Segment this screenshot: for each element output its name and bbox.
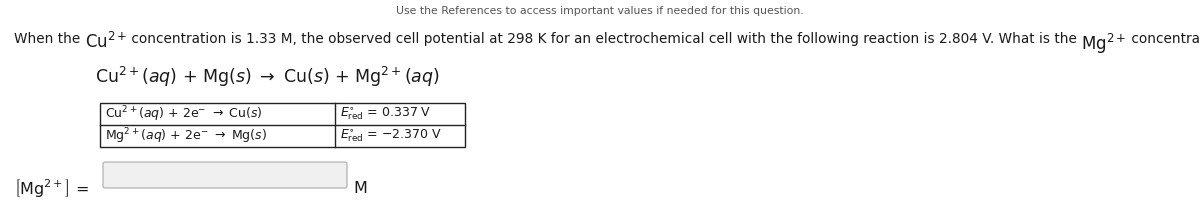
Text: M: M <box>353 181 367 196</box>
Text: $E^{\circ}_{\mathrm{red}}$ = 0.337 V: $E^{\circ}_{\mathrm{red}}$ = 0.337 V <box>340 106 432 122</box>
Text: Mg$^{2+}$: Mg$^{2+}$ <box>1081 32 1127 56</box>
Text: Cu$^{2+}$: Cu$^{2+}$ <box>85 32 127 52</box>
Text: concentration is 1.33 M, the observed cell potential at 298 K for an electrochem: concentration is 1.33 M, the observed ce… <box>127 32 1081 46</box>
Bar <box>100 103 466 147</box>
Text: Mg$^{2+}$$(aq)$ + 2e$^{-}$ $\rightarrow$ Mg$(s)$: Mg$^{2+}$$(aq)$ + 2e$^{-}$ $\rightarrow$… <box>106 126 266 146</box>
Text: $E^{\circ}_{\mathrm{red}}$ = $-$2.370 V: $E^{\circ}_{\mathrm{red}}$ = $-$2.370 V <box>340 128 442 144</box>
Text: concentration?: concentration? <box>1127 32 1200 46</box>
Text: Use the References to access important values if needed for this question.: Use the References to access important v… <box>396 6 804 16</box>
Text: When the: When the <box>14 32 85 46</box>
Bar <box>100 103 466 147</box>
Text: $\left[\mathrm{Mg}^{2+}\right]$ =: $\left[\mathrm{Mg}^{2+}\right]$ = <box>14 177 89 199</box>
Text: Cu$^{2+}$$(aq)$ + Mg$(s)$ $\rightarrow$ Cu$(s)$ + Mg$^{2+}$$(aq)$: Cu$^{2+}$$(aq)$ + Mg$(s)$ $\rightarrow$ … <box>95 65 439 89</box>
FancyBboxPatch shape <box>103 162 347 188</box>
Text: Cu$^{2+}$$(aq)$ + 2e$^{-}$ $\rightarrow$ Cu$(s)$: Cu$^{2+}$$(aq)$ + 2e$^{-}$ $\rightarrow$… <box>106 104 263 124</box>
